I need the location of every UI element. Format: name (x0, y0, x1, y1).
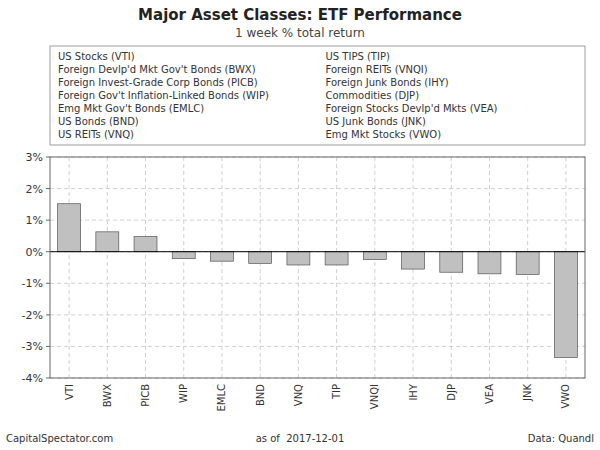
grid-line (260, 157, 261, 378)
bar (402, 252, 425, 269)
footer: CapitalSpectator.com (6, 433, 113, 444)
grid-line (69, 157, 70, 378)
grid-line (107, 157, 108, 378)
grid-line (50, 283, 585, 284)
grid-line (50, 314, 585, 315)
grid-line (298, 157, 299, 378)
category-label: PICB (140, 384, 151, 407)
annotation: US Stocks (VTI) (58, 51, 135, 62)
category-label: VNQ (293, 384, 304, 406)
tick-label: -1% (22, 277, 43, 290)
grid-line (50, 251, 585, 252)
plot-frame (50, 157, 585, 378)
category-label: WIP (178, 384, 189, 403)
bar (249, 252, 272, 264)
tick (46, 188, 50, 189)
grid-line (145, 157, 146, 378)
tick-label: 1% (26, 214, 43, 227)
baseline (50, 251, 585, 252)
category-label: VTI (64, 384, 75, 400)
annotation: Foreign Stocks Devlp'd Mkts (VEA) (326, 103, 498, 114)
tick-label: 0% (26, 246, 43, 259)
grid-line (336, 157, 337, 378)
annotation: Foreign Gov't Inflation-Linked Bonds (WI… (58, 90, 269, 101)
bar (287, 252, 310, 265)
category-label: BWX (102, 384, 113, 407)
category-label: BND (255, 384, 266, 406)
grid (50, 157, 585, 378)
annotation: Foreign Invest-Grade Corp Bonds (PICB) (58, 77, 258, 88)
annotation: Foreign Devlp'd Mkt Gov't Bonds (BWX) (58, 64, 256, 75)
grid-line (50, 188, 585, 189)
category-label: TIP (331, 384, 342, 400)
tick (46, 157, 50, 158)
bars (58, 204, 578, 358)
tick (46, 314, 50, 315)
chart: Major Asset Classes: ETF Performance 1 we… (0, 0, 600, 450)
tick (46, 378, 50, 379)
annotation-box (50, 46, 585, 145)
annotation: Emg Mkt Gov't Bonds (EMLC) (58, 103, 204, 114)
grid-line (374, 157, 375, 378)
grid-line (50, 220, 585, 221)
bar (363, 252, 386, 260)
grid-line (183, 157, 184, 378)
tick (46, 283, 50, 284)
bar (96, 232, 119, 252)
annotation: US REITs (VNQ) (58, 129, 134, 140)
annotation: US Junk Bonds (JNK) (326, 116, 426, 127)
tick-label: 3% (26, 151, 43, 164)
bar (172, 252, 195, 259)
bar (58, 204, 81, 252)
tick-label: -3% (22, 340, 43, 353)
grid-line (221, 157, 222, 378)
tick-label: 2% (26, 183, 43, 196)
bar (516, 252, 539, 275)
tick (46, 346, 50, 347)
title: Major Asset Classes: ETF Performance (138, 6, 462, 24)
category-label: VNQI (369, 384, 380, 409)
bar (325, 252, 348, 265)
category-label: EMLC (216, 384, 227, 412)
tick (46, 220, 50, 221)
category-label: DJP (446, 384, 457, 401)
annotation: US TIPS (TIP) (326, 51, 390, 62)
footer: Data: Quandl (528, 433, 594, 444)
tick-label: -2% (22, 309, 43, 322)
annotation: Emg Mkt Stocks (VWO) (326, 129, 442, 140)
annotation: Foreign REITs (VNQI) (326, 64, 428, 75)
grid-line (50, 346, 585, 347)
bar (134, 237, 157, 252)
footer: as of 2017-12-01 (256, 433, 345, 444)
category-label: JNK (522, 384, 533, 402)
category-label: IHY (408, 383, 419, 400)
category-label: VEA (484, 384, 495, 404)
annotation: US Bonds (BND) (58, 116, 139, 127)
bar (440, 252, 463, 273)
tick-label: -4% (22, 372, 43, 385)
bar (554, 252, 577, 358)
category-label: VWO (560, 384, 571, 409)
subtitle: 1 week % total return (235, 26, 365, 40)
tick (46, 251, 50, 252)
annotation: Foreign Junk Bonds (IHY) (326, 77, 449, 88)
bar (478, 252, 501, 274)
bar (211, 252, 234, 261)
annotation: Commodities (DJP) (326, 90, 420, 101)
